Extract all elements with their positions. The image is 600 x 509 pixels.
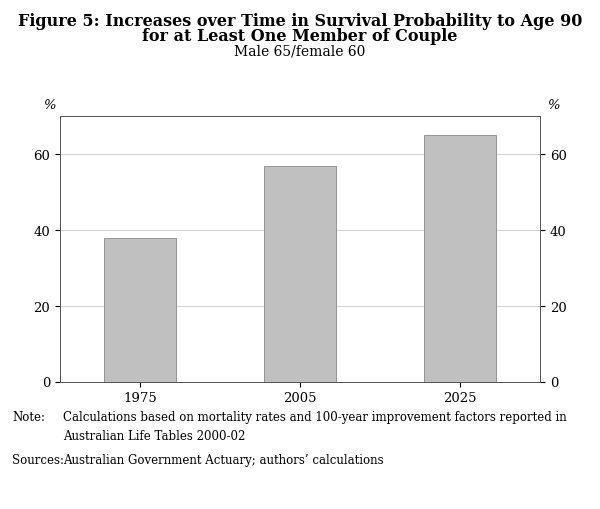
Bar: [424, 136, 496, 382]
Text: Australian Government Actuary; authors’ calculations: Australian Government Actuary; authors’ …: [63, 453, 383, 466]
Text: Calculations based on mortality rates and 100-year improvement factors reported : Calculations based on mortality rates an…: [63, 410, 567, 422]
Text: Note:: Note:: [12, 410, 45, 422]
Text: %: %: [43, 99, 55, 112]
Text: Australian Life Tables 2000-02: Australian Life Tables 2000-02: [63, 429, 245, 442]
Text: Male 65/female 60: Male 65/female 60: [235, 45, 365, 59]
Text: Sources:: Sources:: [12, 453, 64, 466]
Text: Figure 5: Increases over Time in Survival Probability to Age 90: Figure 5: Increases over Time in Surviva…: [18, 13, 582, 30]
Bar: [264, 166, 336, 382]
Text: %: %: [547, 99, 560, 112]
Text: for at Least One Member of Couple: for at Least One Member of Couple: [142, 28, 458, 45]
Bar: [104, 238, 176, 382]
